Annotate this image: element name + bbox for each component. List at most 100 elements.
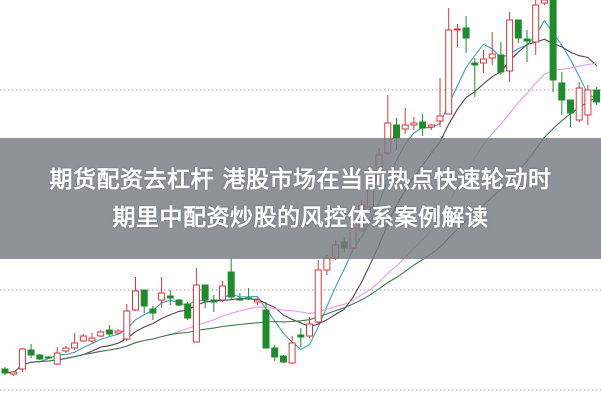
candle-body bbox=[219, 285, 226, 301]
candle bbox=[88, 333, 96, 344]
candle-body bbox=[567, 99, 574, 114]
candle bbox=[506, 12, 514, 82]
candle bbox=[567, 99, 574, 127]
candle-body bbox=[558, 82, 566, 101]
candle bbox=[201, 284, 209, 308]
ma10-line bbox=[4, 38, 597, 374]
candle-body bbox=[1, 368, 9, 374]
candle bbox=[105, 325, 113, 336]
candle-body bbox=[480, 58, 487, 64]
candle-body bbox=[262, 309, 270, 349]
candle bbox=[497, 42, 505, 75]
candle-body bbox=[523, 38, 531, 42]
candle bbox=[584, 85, 592, 125]
candle-body bbox=[279, 355, 287, 363]
candle-body bbox=[114, 330, 122, 334]
candle-body bbox=[506, 19, 514, 72]
candle bbox=[149, 306, 157, 320]
candle-body bbox=[18, 348, 26, 370]
candle-body bbox=[149, 308, 157, 314]
candle bbox=[462, 16, 470, 53]
candle bbox=[245, 288, 253, 300]
candle-body bbox=[158, 292, 166, 301]
candle bbox=[166, 290, 174, 305]
candle-body bbox=[253, 299, 261, 303]
candle bbox=[593, 87, 601, 105]
candle bbox=[27, 344, 35, 358]
candle-body bbox=[166, 295, 174, 299]
candle bbox=[227, 258, 235, 300]
candle-body bbox=[10, 371, 18, 375]
candle bbox=[532, 0, 540, 55]
candle bbox=[219, 281, 226, 302]
candle bbox=[436, 78, 444, 127]
candle-body bbox=[62, 347, 70, 352]
candle bbox=[558, 72, 566, 115]
candle-body bbox=[488, 53, 496, 59]
headline-banner: 期货配资去杠杆 港股市场在当前热点快速轮动时 期里中配资炒股的风控体系案例解读 bbox=[0, 138, 601, 259]
candle bbox=[1, 367, 9, 375]
candle bbox=[419, 114, 427, 136]
candle-body bbox=[584, 89, 592, 116]
candle bbox=[97, 330, 105, 337]
candle-body bbox=[593, 89, 601, 103]
headline-line-1: 期货配资去杠杆 港股市场在当前热点快速轮动时 bbox=[49, 166, 552, 193]
candle-body bbox=[97, 331, 105, 337]
candle bbox=[306, 317, 313, 338]
candle-body bbox=[575, 87, 583, 121]
candle-body bbox=[314, 269, 322, 323]
candle-body bbox=[514, 19, 522, 39]
candle-body bbox=[540, 0, 548, 4]
candle-body bbox=[184, 303, 192, 319]
candle bbox=[288, 336, 296, 364]
candle-body bbox=[27, 349, 35, 356]
candle bbox=[123, 304, 131, 341]
candle-body bbox=[401, 124, 409, 130]
candle bbox=[523, 30, 531, 62]
candle-body bbox=[79, 335, 87, 342]
candle-body bbox=[192, 284, 200, 343]
candle bbox=[488, 32, 496, 65]
candle-body bbox=[419, 121, 427, 129]
candle bbox=[71, 333, 79, 350]
candle bbox=[314, 260, 322, 324]
candle-body bbox=[462, 27, 470, 39]
candle bbox=[575, 82, 583, 122]
candle bbox=[236, 293, 244, 301]
candle-body bbox=[45, 356, 52, 359]
candle-body bbox=[436, 115, 444, 122]
candle bbox=[253, 298, 261, 305]
candle bbox=[453, 24, 461, 47]
candle-body bbox=[549, 0, 557, 81]
candle bbox=[549, 0, 557, 92]
candle-body bbox=[306, 323, 313, 337]
candle-body bbox=[36, 354, 44, 360]
candle-body bbox=[271, 347, 279, 358]
candle-body bbox=[123, 310, 131, 340]
candle bbox=[297, 328, 305, 347]
candle bbox=[184, 302, 192, 320]
candle bbox=[480, 50, 487, 73]
candle bbox=[427, 124, 435, 130]
candle-body bbox=[497, 54, 505, 73]
candle-body bbox=[227, 271, 235, 298]
candle bbox=[540, 0, 548, 5]
candle bbox=[10, 371, 18, 376]
candle bbox=[158, 277, 166, 308]
candle bbox=[53, 347, 61, 365]
candle-body bbox=[105, 329, 113, 335]
candle-body bbox=[53, 352, 61, 365]
candle-body bbox=[393, 124, 400, 139]
candle bbox=[18, 348, 26, 372]
candle-body bbox=[175, 299, 183, 306]
candle bbox=[471, 58, 479, 97]
candle-body bbox=[140, 289, 148, 307]
candle bbox=[175, 299, 183, 306]
candle-body bbox=[427, 124, 435, 128]
candle bbox=[401, 108, 409, 134]
candle bbox=[45, 356, 52, 359]
candle-body bbox=[453, 28, 461, 31]
candle-body bbox=[236, 298, 244, 301]
candle bbox=[114, 329, 122, 334]
